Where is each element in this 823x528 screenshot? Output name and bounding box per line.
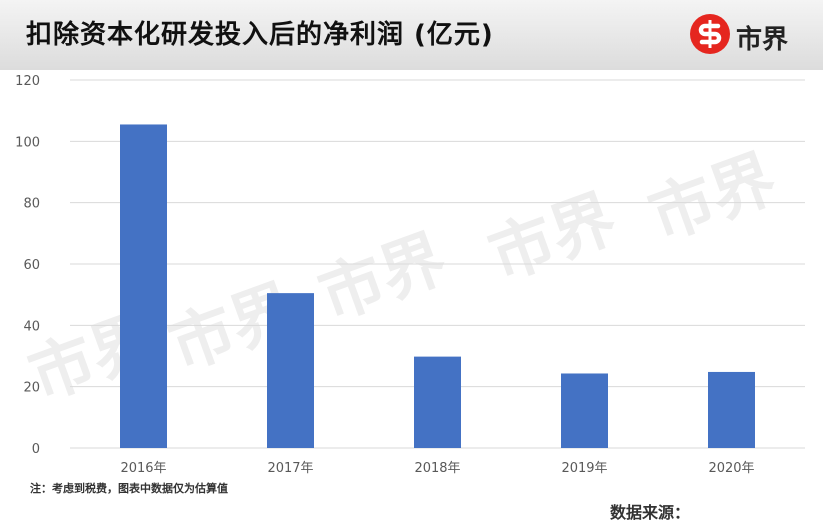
y-tick-label-120: 120 xyxy=(15,74,40,89)
brand-s-icon xyxy=(690,14,730,54)
watermark-2: 市界 xyxy=(310,222,456,335)
watermark-4: 市界 xyxy=(640,142,786,255)
brand-logo: 市界 xyxy=(690,14,800,58)
y-tick-label-40: 40 xyxy=(23,319,40,334)
watermark-3: 市界 xyxy=(480,182,626,295)
x-tick-label-1: 2017年 xyxy=(267,461,313,476)
chart-title: 扣除资本化研发投入后的净利润 (亿元) xyxy=(26,20,494,50)
x-tick-label-4: 2020年 xyxy=(708,461,754,476)
y-tick-label-80: 80 xyxy=(23,197,40,212)
bar-2019年 xyxy=(561,373,608,448)
y-tick-label-0: 0 xyxy=(32,442,40,457)
y-tick-label-20: 20 xyxy=(23,381,40,396)
bar-2016年 xyxy=(120,124,167,448)
y-tick-label-100: 100 xyxy=(15,135,40,150)
brand-logo-text: 市界 xyxy=(736,25,789,55)
data-source: 数据来源： xyxy=(610,503,691,522)
x-tick-label-0: 2016年 xyxy=(120,461,166,476)
bar-2017年 xyxy=(267,293,314,448)
bar-2020年 xyxy=(708,371,755,448)
x-tick-label-3: 2019年 xyxy=(561,461,607,476)
y-tick-label-60: 60 xyxy=(23,258,40,273)
x-tick-label-2: 2018年 xyxy=(414,461,460,476)
header-bar: 扣除资本化研发投入后的净利润 (亿元) 市界 xyxy=(0,0,823,70)
footnote: 注：考虑到税费，图表中数据仅为估算值 xyxy=(30,482,228,495)
bar-2018年 xyxy=(414,356,461,448)
